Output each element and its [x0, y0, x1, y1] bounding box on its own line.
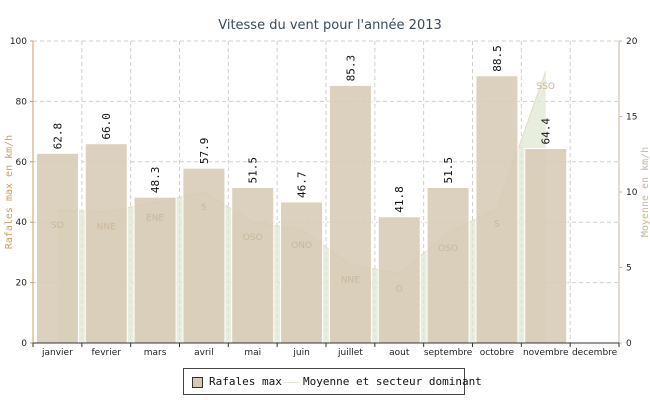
- bar-value-label: 41.8: [393, 186, 406, 213]
- sector-label: SO: [51, 221, 64, 231]
- bar-layer: [35, 75, 568, 344]
- x-tick-label: fevrier: [92, 348, 122, 358]
- y-tick-label: 100: [10, 37, 27, 47]
- bar-juin: [280, 201, 324, 344]
- bar-septembre: [426, 186, 470, 344]
- sector-label: S: [494, 220, 500, 230]
- sector-labels: SO NNE ENE S OSO ONO NNE O OSO S SSO: [51, 82, 555, 294]
- x-tick-label: octobre: [480, 348, 515, 358]
- bar-aout: [377, 216, 421, 344]
- legend-line-swatch: [283, 382, 299, 383]
- bar-janvier: [35, 152, 79, 344]
- y-axis-label: Rafales max en km/h: [4, 135, 15, 249]
- x-tick-label: mars: [144, 348, 167, 358]
- y2-tick-label: 15: [626, 113, 637, 123]
- sector-label: O: [396, 285, 403, 295]
- grid: [33, 40, 619, 343]
- sector-label: ENE: [146, 214, 164, 224]
- y-tick-label: 0: [21, 339, 27, 349]
- legend-bar-swatch: [192, 377, 203, 388]
- bar-avril: [182, 167, 226, 344]
- y-axis-ticks: 0 20 40 60 80 100: [10, 37, 33, 349]
- bar-value-label: 64.4: [540, 118, 553, 145]
- bar-value-label: 51.5: [442, 157, 455, 184]
- bar-mars: [133, 196, 177, 344]
- x-tick-label: mai: [244, 348, 261, 358]
- y2-tick-label: 20: [626, 37, 638, 47]
- sector-label: ONO: [291, 241, 312, 251]
- legend-bar-label: Rafales max: [209, 375, 282, 388]
- bar-value-label: 66.0: [100, 113, 113, 140]
- x-tick-label: septembre: [424, 348, 473, 358]
- y-tick-label: 60: [16, 158, 28, 168]
- sector-label: NNE: [97, 223, 116, 233]
- bar-value-label: 62.8: [51, 123, 64, 150]
- y2-tick-label: 10: [626, 188, 638, 198]
- bar-mai: [231, 186, 275, 344]
- legend-line-label: Moyenne et secteur dominant: [303, 375, 482, 388]
- sector-label: OSO: [438, 244, 458, 254]
- bar-novembre: [524, 148, 568, 344]
- x-axis-categories: janvier fevrier mars avril mai juin juillet aou…: [32, 343, 620, 358]
- y-tick-label: 80: [16, 97, 28, 107]
- y-tick-label: 20: [16, 279, 28, 289]
- x-tick-label: decembre: [572, 348, 618, 358]
- y2-axis-label: Moyenne en km/h: [640, 147, 650, 237]
- chart-title: Vitesse du vent pour l'année 2013: [218, 18, 442, 33]
- bar-value-label: 46.7: [296, 171, 309, 198]
- bar-value-label: 57.9: [198, 138, 211, 165]
- average-area: [57, 71, 546, 343]
- sector-label: SSO: [536, 82, 555, 92]
- x-tick-label: juillet: [337, 348, 363, 358]
- bar-value-label: 51.5: [247, 157, 260, 184]
- x-tick-label: janvier: [41, 348, 73, 358]
- sector-label: OSO: [243, 233, 263, 243]
- bar-value-label: 88.5: [491, 45, 504, 71]
- x-tick-label: juin: [292, 348, 309, 358]
- sector-label: S: [201, 203, 207, 213]
- x-tick-label: avril: [194, 348, 214, 358]
- sector-label: NNE: [341, 275, 360, 285]
- bar-fevrier: [84, 143, 128, 344]
- y2-axis-ticks: 0 5 10 15 20: [619, 37, 638, 349]
- bar-value-label: 48.3: [149, 167, 162, 194]
- bar-value-label: 85.3: [344, 55, 357, 82]
- legend: Rafales max Moyenne et secteur dominant: [183, 368, 482, 395]
- x-tick-label: novembre: [523, 348, 569, 358]
- bar-juillet: [328, 84, 372, 344]
- bar-value-labels: 62.8 66.0 48.3 57.9 51.5 46.7 85.3 41.8 51.5 88.5…: [51, 45, 552, 213]
- y2-tick-label: 5: [626, 264, 632, 274]
- y-tick-label: 40: [16, 218, 28, 228]
- x-tick-label: aout: [389, 348, 410, 358]
- bar-octobre: [475, 75, 519, 344]
- y2-tick-label: 0: [626, 339, 632, 349]
